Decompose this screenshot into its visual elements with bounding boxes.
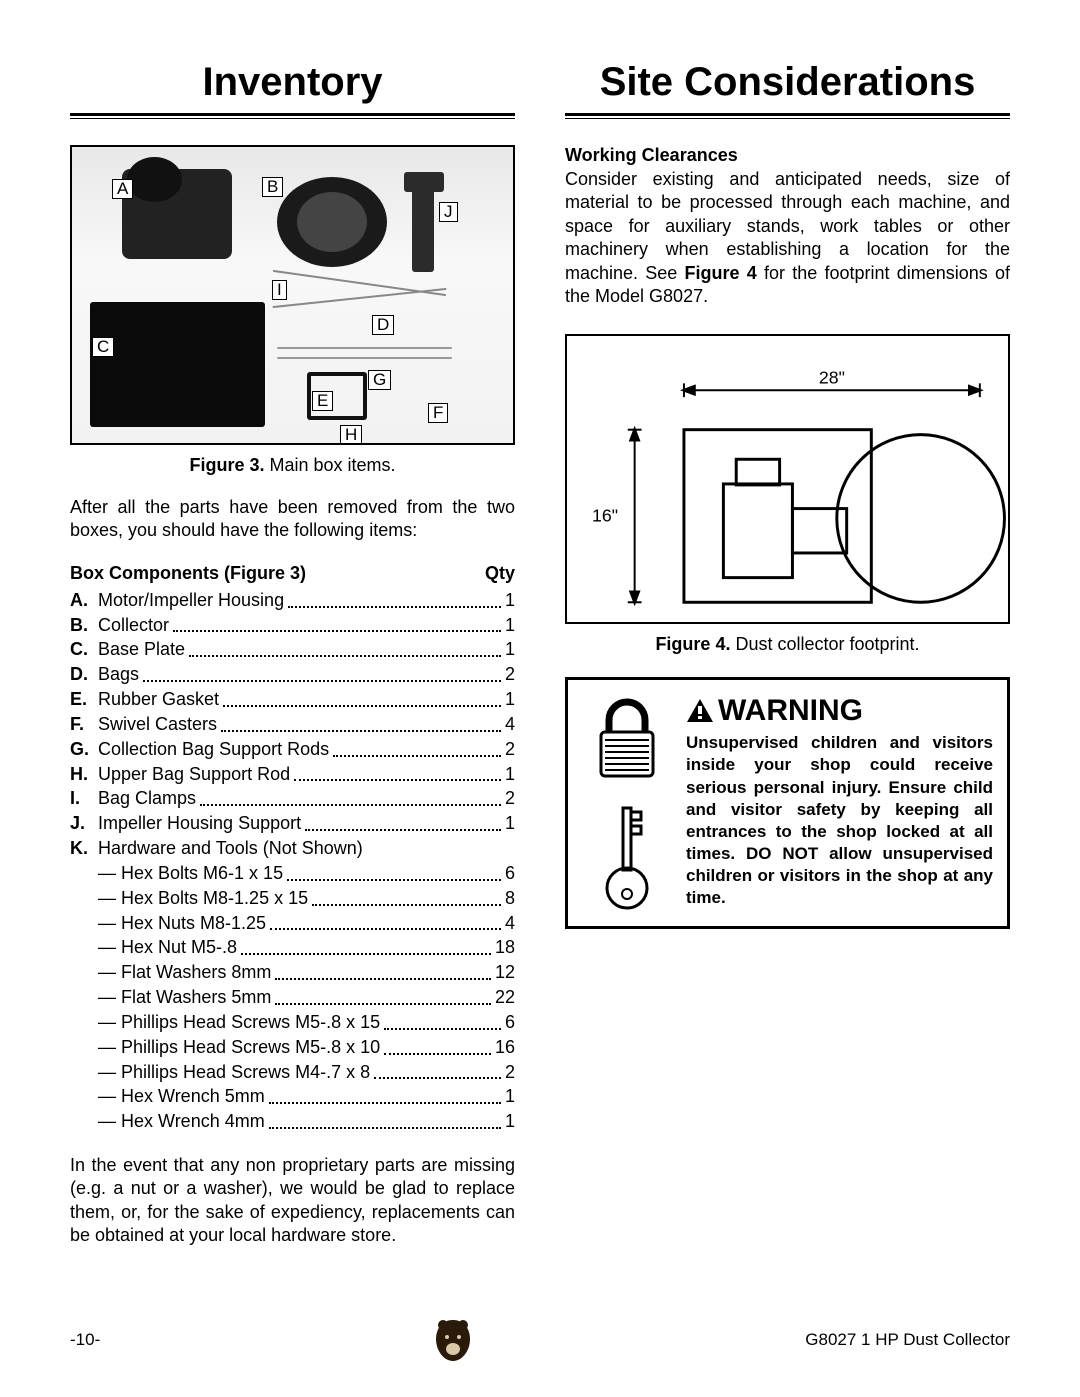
inventory-heading: Inventory: [70, 60, 515, 105]
figure3-caption-bold: Figure 3.: [189, 455, 264, 475]
qty-head: Qty: [485, 563, 515, 584]
list-item: Hex Nuts M8-1.254: [70, 911, 515, 936]
list-item: E.Rubber Gasket1: [70, 687, 515, 712]
figure3-photo: A B J I D C G E F H: [70, 145, 515, 445]
inventory-outro: In the event that any non proprietary pa…: [70, 1154, 515, 1248]
warning-triangle-icon: [686, 698, 714, 724]
warning-body: Unsupervised children and visitors insid…: [686, 732, 993, 909]
figure4-caption: Figure 4. Dust collector footprint.: [565, 634, 1010, 655]
label-e: E: [312, 391, 333, 411]
padlock-icon: [591, 694, 663, 784]
list-item: Phillips Head Screws M5-.8 x 156: [70, 1010, 515, 1035]
figure4-caption-bold: Figure 4.: [655, 634, 730, 654]
label-i: I: [272, 280, 287, 300]
label-c: C: [92, 337, 114, 357]
key-icon: [604, 802, 650, 912]
list-item: Flat Washers 5mm22: [70, 985, 515, 1010]
figure4-caption-rest: Dust collector footprint.: [730, 634, 919, 654]
label-j: J: [439, 202, 458, 222]
inventory-intro: After all the parts have been removed fr…: [70, 496, 515, 543]
list-item: A.Motor/Impeller Housing1: [70, 588, 515, 613]
doc-title: G8027 1 HP Dust Collector: [805, 1330, 1010, 1350]
list-item: B.Collector1: [70, 613, 515, 638]
rule: [565, 113, 1010, 116]
label-b: B: [262, 177, 283, 197]
figure4-diagram: 28" 16": [565, 334, 1010, 624]
list-item: D.Bags2: [70, 662, 515, 687]
list-item: Hex Wrench 4mm1: [70, 1109, 515, 1134]
label-h: H: [340, 425, 362, 445]
dim-h: 16": [592, 506, 618, 526]
rule: [70, 113, 515, 116]
rule: [565, 118, 1010, 119]
working-clearances-head: Working Clearances: [565, 145, 1010, 166]
site-considerations-heading: Site Considerations: [565, 60, 1010, 105]
label-g: G: [368, 370, 391, 390]
list-item: G.Collection Bag Support Rods2: [70, 737, 515, 762]
rule: [70, 118, 515, 119]
list-item: Flat Washers 8mm12: [70, 960, 515, 985]
list-item: Hex Bolts M8-1.25 x 158: [70, 886, 515, 911]
page-number: -10-: [70, 1330, 100, 1350]
list-item: K.Hardware and Tools (Not Shown): [70, 836, 515, 861]
list-item: Phillips Head Screws M4-.7 x 82: [70, 1060, 515, 1085]
list-item: C.Base Plate1: [70, 637, 515, 662]
warning-box: WARNING Unsupervised children and visito…: [565, 677, 1010, 929]
list-item: I.Bag Clamps2: [70, 786, 515, 811]
bear-logo-icon: [430, 1317, 476, 1363]
label-a: A: [112, 179, 133, 199]
warning-title-text: WARNING: [718, 694, 863, 728]
list-item: F.Swivel Casters4: [70, 712, 515, 737]
figure3-caption: Figure 3. Main box items.: [70, 455, 515, 476]
list-item: Hex Bolts M6-1 x 156: [70, 861, 515, 886]
list-item: J.Impeller Housing Support1: [70, 811, 515, 836]
list-item: H.Upper Bag Support Rod1: [70, 762, 515, 787]
figure3-caption-rest: Main box items.: [264, 455, 395, 475]
list-item: Hex Nut M5-.818: [70, 935, 515, 960]
dim-w: 28": [819, 368, 845, 388]
list-item: Hex Wrench 5mm1: [70, 1084, 515, 1109]
warning-title: WARNING: [686, 694, 993, 728]
parts-list: A.Motor/Impeller Housing1B.Collector1C.B…: [70, 588, 515, 1134]
label-d: D: [372, 315, 394, 335]
working-clearances-body: Consider existing and anticipated needs,…: [565, 168, 1010, 308]
list-item: Phillips Head Screws M5-.8 x 1016: [70, 1035, 515, 1060]
label-f: F: [428, 403, 448, 423]
page-footer: -10- G8027 1 HP Dust Collector: [70, 1317, 1010, 1363]
box-components-head: Box Components (Figure 3): [70, 563, 306, 584]
